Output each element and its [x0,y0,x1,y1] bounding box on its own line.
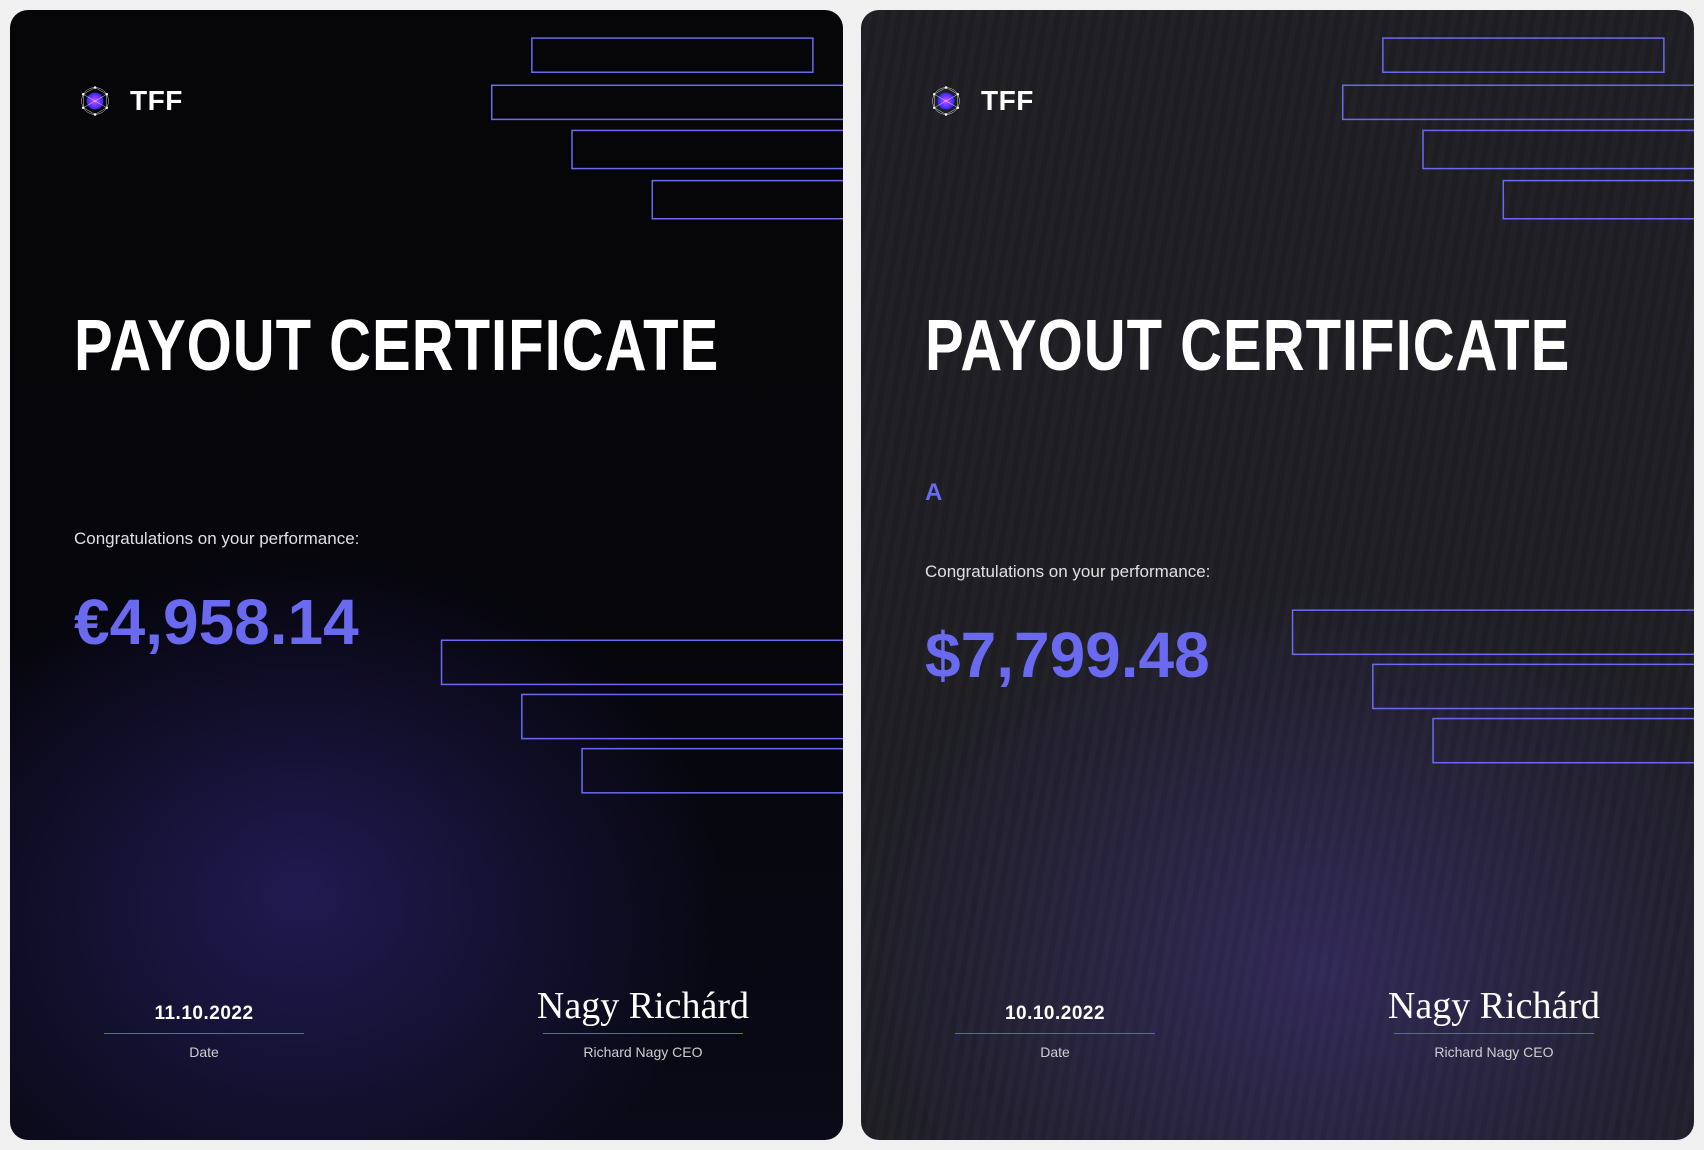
certificate-footer: 10.10.2022 Date Nagy Richárd Richard Nag… [925,987,1630,1080]
date-label: Date [189,1044,219,1060]
underline-icon [1394,1033,1594,1034]
underline-icon [104,1033,304,1034]
decoration-top-icon [10,10,843,1139]
brand-row: TFF [74,80,779,122]
ceo-label: Richard Nagy CEO [1434,1044,1553,1060]
congrats-text: Congratulations on your performance: [74,529,779,549]
brand-row: TFF [925,80,1630,122]
payout-amount: €4,958.14 [74,585,779,659]
date-value: 11.10.2022 [154,1003,253,1025]
logo-icon [74,80,116,122]
underline-icon [955,1033,1155,1034]
footer-signature-col: Nagy Richárd Richard Nagy CEO [537,987,749,1060]
payout-amount: $7,799.48 [925,618,1630,692]
congrats-text: Congratulations on your performance: [925,562,1630,582]
signature-text: Nagy Richárd [1388,987,1600,1025]
date-value: 10.10.2022 [1005,1003,1105,1025]
footer-signature-col: Nagy Richárd Richard Nagy CEO [1388,987,1600,1060]
recipient-name: A [925,479,1630,507]
certificate-card: TFF PAYOUT CERTIFICATE Congratulations o… [10,10,843,1140]
signature-text: Nagy Richárd [537,987,749,1025]
brand-text: TFF [981,85,1034,117]
brand-text: TFF [130,85,183,117]
certificate-title: PAYOUT CERTIFICATE [74,304,779,388]
certificate-card: TFF PAYOUT CERTIFICATE A Congratulations… [861,10,1694,1140]
date-label: Date [1040,1044,1070,1060]
ceo-label: Richard Nagy CEO [583,1044,702,1060]
underline-icon [543,1033,743,1034]
footer-date-col: 10.10.2022 Date [955,1003,1155,1060]
logo-icon [925,80,967,122]
footer-date-col: 11.10.2022 Date [104,1003,304,1060]
certificate-title: PAYOUT CERTIFICATE [925,304,1630,388]
certificate-footer: 11.10.2022 Date Nagy Richárd Richard Nag… [74,987,779,1080]
